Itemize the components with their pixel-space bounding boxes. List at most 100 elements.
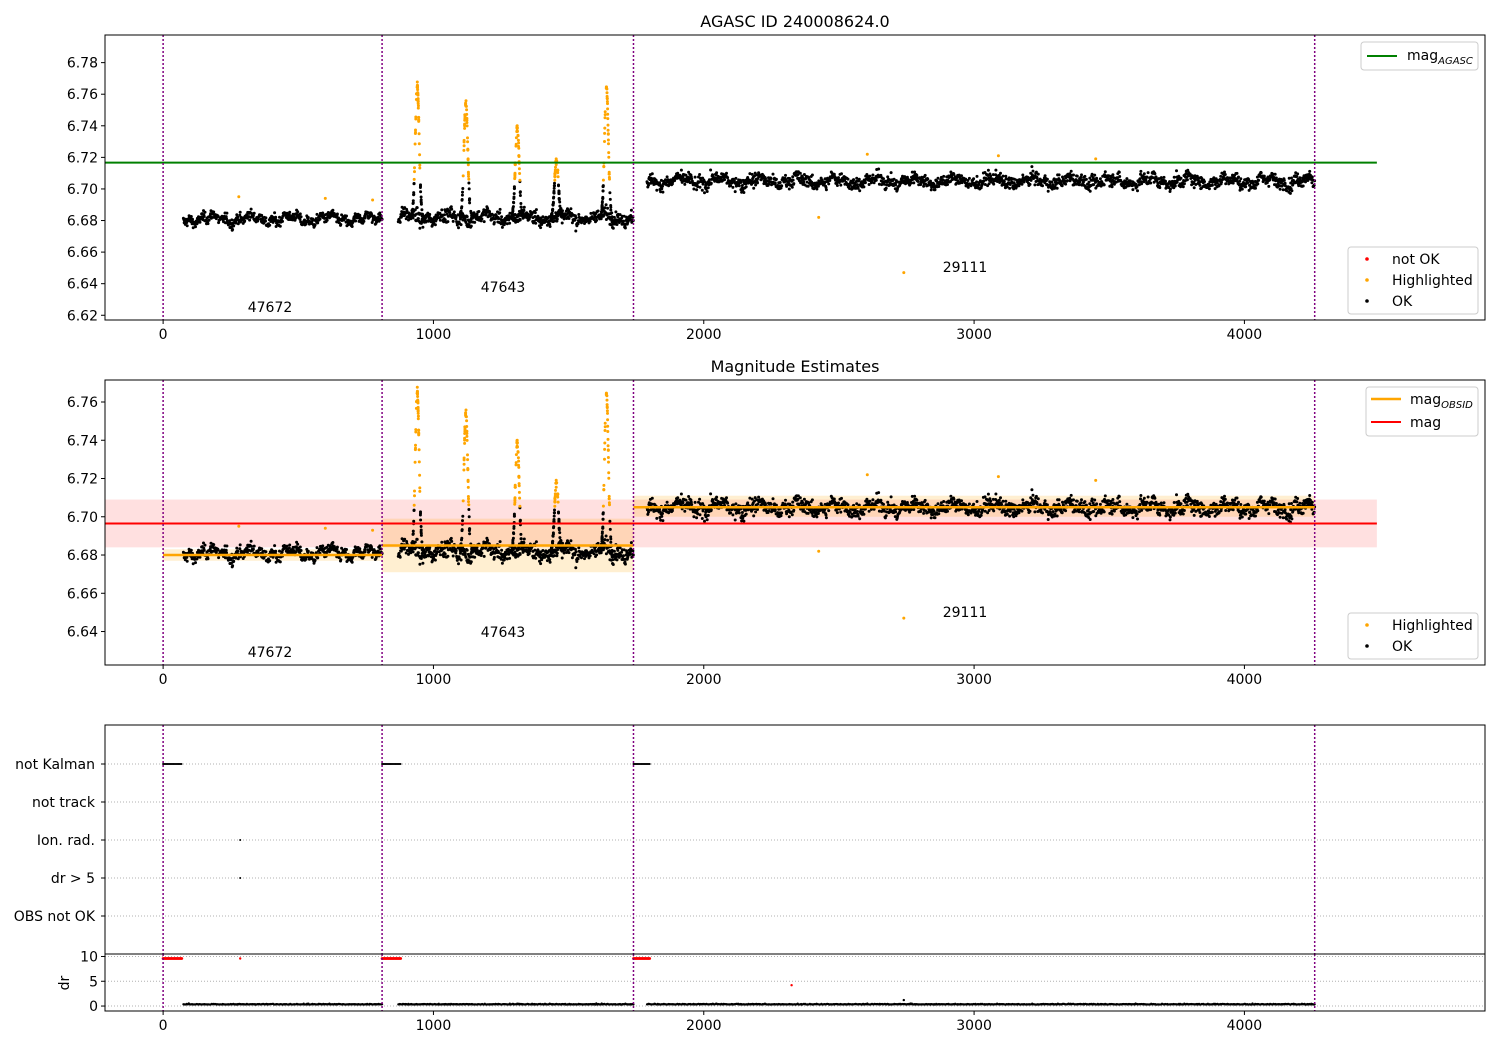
ok-point xyxy=(894,179,898,183)
highlighted-point xyxy=(413,170,416,174)
ok-point xyxy=(731,185,735,189)
ok-point xyxy=(992,182,996,186)
ok-point xyxy=(840,496,843,500)
ok-point xyxy=(1259,171,1263,175)
ok-point xyxy=(889,171,893,175)
ok-point xyxy=(604,534,608,538)
ok-point xyxy=(411,199,415,203)
ok-point xyxy=(231,228,235,231)
ok-point xyxy=(212,210,216,214)
highlighted-point xyxy=(237,195,241,199)
ok-point xyxy=(1146,171,1150,175)
ok-point xyxy=(960,174,963,178)
ok-point xyxy=(1288,191,1292,195)
ok-point xyxy=(912,181,916,185)
ok-point xyxy=(555,551,559,555)
ok-point xyxy=(850,187,854,191)
ok-point xyxy=(1051,183,1055,187)
ok-point xyxy=(252,544,256,548)
ok-point xyxy=(884,186,888,190)
ok-point xyxy=(512,201,516,205)
ok-point xyxy=(946,183,949,186)
ok-point xyxy=(1310,181,1314,185)
ok-point xyxy=(420,208,424,212)
ok-point xyxy=(580,221,583,225)
ok-point xyxy=(1088,176,1092,180)
ok-point xyxy=(1140,182,1144,186)
ok-point xyxy=(629,208,633,212)
highlighted-point xyxy=(464,99,468,103)
ok-point xyxy=(498,211,502,215)
highlighted-point xyxy=(462,148,466,152)
ok-point xyxy=(856,186,860,190)
ok-point xyxy=(706,513,710,517)
ok-point xyxy=(574,566,578,570)
ok-point xyxy=(443,546,446,550)
ok-point xyxy=(1184,172,1188,176)
highlighted-point xyxy=(604,86,608,90)
ok-point xyxy=(1179,176,1183,180)
ok-point xyxy=(698,497,702,501)
ok-point xyxy=(986,168,990,172)
ok-point xyxy=(623,562,627,566)
highlighted-point xyxy=(607,142,610,146)
ok-point xyxy=(1036,172,1040,176)
ok-point xyxy=(1290,176,1293,180)
highlighted-point xyxy=(417,132,421,136)
ok-point xyxy=(1175,169,1178,173)
ok-point xyxy=(278,224,282,228)
ok-point xyxy=(731,513,735,517)
ok-point xyxy=(234,221,238,225)
ok-point xyxy=(877,167,881,171)
highlighted-point xyxy=(462,140,466,144)
ok-point xyxy=(1239,177,1243,181)
ok-point xyxy=(692,187,696,191)
ok-point xyxy=(438,218,442,222)
ok-point xyxy=(335,212,339,216)
ok-point xyxy=(350,225,354,228)
ok-point xyxy=(754,183,758,187)
ok-point xyxy=(457,226,460,230)
highlighted-point xyxy=(517,141,521,145)
ok-point xyxy=(412,182,416,186)
ok-point xyxy=(486,206,490,210)
x-tick-label: 0 xyxy=(159,327,168,343)
ok-point xyxy=(358,213,362,217)
x-tick-label: 3000 xyxy=(956,327,992,343)
ok-point xyxy=(467,181,471,185)
ok-point xyxy=(443,218,447,222)
ok-point xyxy=(1139,169,1143,173)
ok-point xyxy=(440,208,444,212)
ok-point xyxy=(482,220,486,224)
ok-point xyxy=(465,215,469,219)
ok-point xyxy=(459,558,463,562)
ok-point xyxy=(879,173,883,177)
ok-point xyxy=(191,226,195,230)
ok-point xyxy=(418,226,422,230)
ok-point xyxy=(1168,190,1172,193)
ok-point xyxy=(510,215,514,219)
ok-point xyxy=(810,498,814,502)
ok-point xyxy=(574,229,578,233)
ok-point xyxy=(1005,185,1009,189)
ok-point xyxy=(438,553,442,557)
ok-point xyxy=(519,202,523,205)
panel1-obs-label: 29111 xyxy=(943,260,988,276)
ok-point xyxy=(238,210,242,214)
ok-point xyxy=(922,184,926,188)
ok-point xyxy=(604,203,608,207)
ok-point xyxy=(299,549,303,552)
ok-point xyxy=(923,173,927,177)
ok-point xyxy=(480,217,484,221)
ok-point xyxy=(451,554,455,558)
ok-point xyxy=(362,219,366,223)
ok-point xyxy=(693,175,697,179)
ok-point xyxy=(288,543,292,547)
panel1-axes: 0 1000 2000 3000 40006.626.646.666.686.706.7… xyxy=(67,34,1486,343)
ok-point xyxy=(824,513,828,517)
ok-point xyxy=(1041,184,1044,188)
ok-point xyxy=(251,547,255,551)
ok-point xyxy=(556,214,560,218)
ok-point xyxy=(737,511,741,515)
ok-point xyxy=(557,189,561,193)
